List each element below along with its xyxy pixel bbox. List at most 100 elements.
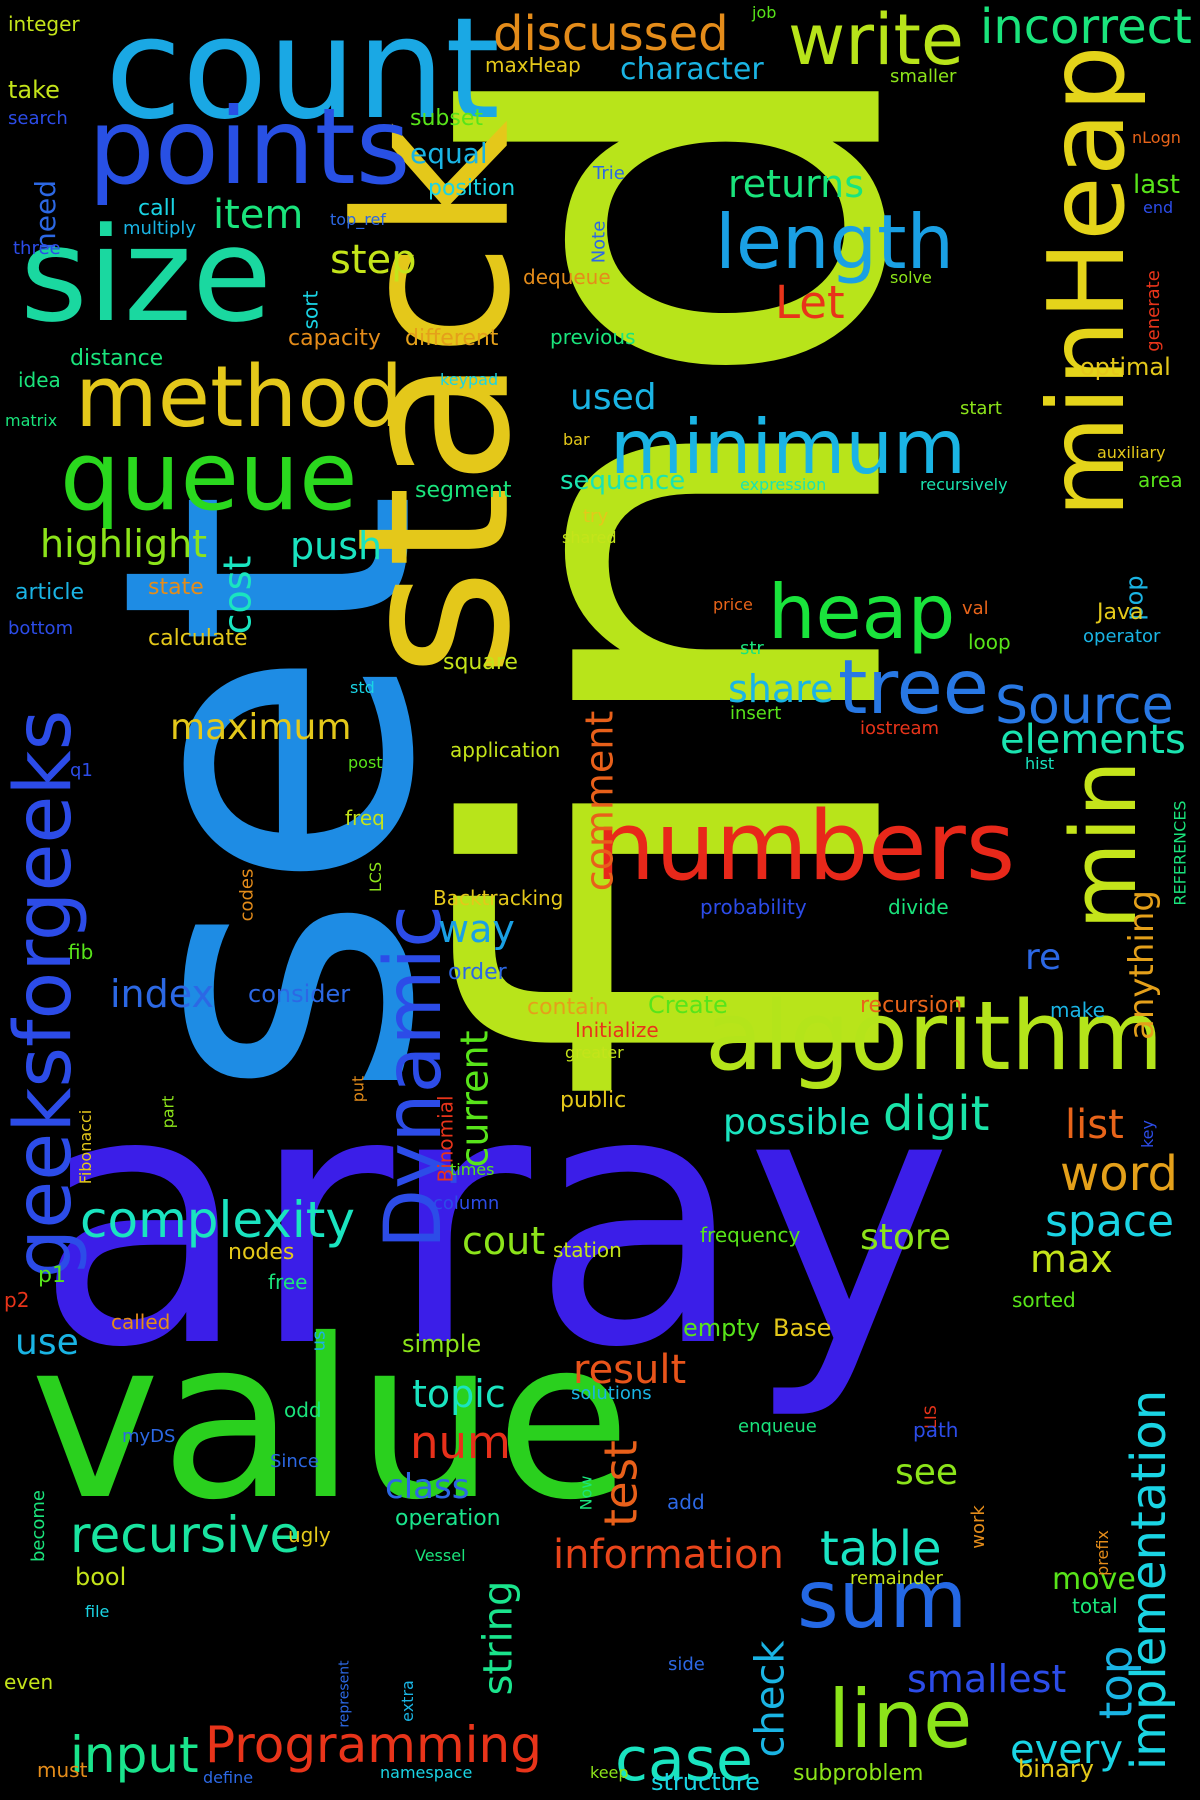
word-simple: simple bbox=[402, 1330, 482, 1358]
word-current: current bbox=[452, 1029, 497, 1168]
word-file: file bbox=[85, 1602, 110, 1621]
word-heap: heap bbox=[768, 568, 956, 656]
word-source: Source bbox=[995, 676, 1174, 736]
word-bar: bar bbox=[563, 430, 590, 449]
word-re: re bbox=[1025, 937, 1062, 978]
word-search: search bbox=[8, 108, 68, 129]
word-item: item bbox=[213, 192, 304, 238]
word-prefix: prefix bbox=[1092, 1530, 1112, 1576]
word-column: column bbox=[433, 1193, 500, 1214]
word-insert: insert bbox=[730, 703, 782, 724]
word-backtracking: Backtracking bbox=[433, 886, 564, 910]
word-empty: empty bbox=[683, 1314, 760, 1342]
word-us: us bbox=[307, 1330, 329, 1351]
word-minimum: minimum bbox=[610, 403, 966, 491]
word-put: put bbox=[347, 1075, 367, 1102]
word-table: table bbox=[820, 1521, 942, 1577]
word-cost: cost bbox=[214, 555, 259, 634]
word-keypad: keypad bbox=[440, 370, 499, 389]
word-std: std bbox=[350, 678, 375, 697]
word-method: method bbox=[75, 348, 404, 447]
word-topic: topic bbox=[412, 1372, 506, 1416]
word-line: line bbox=[828, 1673, 973, 1766]
word-multiply: multiply bbox=[123, 218, 197, 239]
word-subset: subset bbox=[410, 106, 483, 131]
word-digit: digit bbox=[883, 1086, 990, 1142]
word-auxiliary: auxiliary bbox=[1097, 443, 1166, 462]
word-namespace: namespace bbox=[380, 1763, 473, 1782]
word-vessel: Vessel bbox=[415, 1546, 466, 1565]
word-work: work bbox=[967, 1505, 989, 1549]
word-position: position bbox=[428, 176, 516, 201]
word-solve: solve bbox=[890, 268, 932, 287]
word-frequency: frequency bbox=[700, 1223, 801, 1247]
word-fib: fib bbox=[68, 940, 94, 964]
word-sorted: sorted bbox=[1012, 1288, 1076, 1312]
word-probability: probability bbox=[700, 895, 807, 919]
word-total: total bbox=[1072, 1594, 1118, 1618]
word-highlight: highlight bbox=[40, 522, 208, 566]
word-since: Since bbox=[270, 1451, 319, 1472]
word-input: input bbox=[70, 1726, 199, 1784]
word-loop: loop bbox=[968, 630, 1011, 654]
word-must: must bbox=[37, 1758, 88, 1782]
word-capacity: capacity bbox=[288, 326, 381, 351]
word-operation: operation bbox=[395, 1506, 501, 1531]
word-even: even bbox=[4, 1670, 54, 1694]
word-maximum: maximum bbox=[170, 707, 352, 748]
word-used: used bbox=[570, 377, 657, 418]
word-incorrect: incorrect bbox=[980, 0, 1192, 55]
word-q1: q1 bbox=[70, 760, 93, 781]
word-character: character bbox=[620, 52, 764, 87]
word-cout: cout bbox=[462, 1219, 546, 1263]
word-references: REFERENCES bbox=[1170, 799, 1190, 906]
word-extra: extra bbox=[397, 1680, 417, 1722]
word-result: result bbox=[573, 1347, 687, 1393]
word-nodes: nodes bbox=[228, 1240, 295, 1265]
word-returns: returns bbox=[728, 162, 864, 206]
word-ugly: ugly bbox=[288, 1523, 331, 1547]
word-operator: operator bbox=[1083, 626, 1161, 647]
word-recursively: recursively bbox=[920, 475, 1008, 494]
word-note: Note bbox=[587, 220, 609, 263]
word-enqueue: enqueue bbox=[738, 1416, 817, 1437]
word-max: max bbox=[1030, 1237, 1113, 1281]
word-contain: contain bbox=[527, 995, 609, 1020]
word-previous: previous bbox=[550, 325, 636, 349]
word-top: top bbox=[1088, 1645, 1142, 1719]
word-calculate: calculate bbox=[148, 626, 248, 651]
word-integer: integer bbox=[8, 12, 80, 36]
word-myds: myDS bbox=[122, 1426, 176, 1447]
word-nlogn: nLogn bbox=[1132, 128, 1181, 147]
word-array: array bbox=[35, 1016, 953, 1424]
word-order: order bbox=[448, 960, 507, 985]
word-step: step bbox=[330, 237, 417, 283]
word-path: path bbox=[913, 1418, 959, 1442]
word-area: area bbox=[1138, 468, 1183, 492]
word-initialize: Initialize bbox=[575, 1018, 659, 1042]
word-recursion: recursion bbox=[860, 993, 963, 1018]
word-smallest: smallest bbox=[907, 1657, 1067, 1701]
word-p2: p2 bbox=[4, 1288, 30, 1312]
word-subproblem: subproblem bbox=[793, 1761, 924, 1786]
word-let: Let bbox=[775, 276, 845, 329]
word-discussed: discussed bbox=[493, 6, 729, 62]
word-keep: keep bbox=[590, 1763, 629, 1782]
word-state: state bbox=[148, 575, 204, 600]
word-complexity: complexity bbox=[80, 1191, 355, 1249]
word-comment: comment bbox=[576, 710, 621, 891]
word-price: price bbox=[713, 595, 753, 614]
word-consider: consider bbox=[248, 980, 351, 1008]
word-smaller: smaller bbox=[890, 66, 957, 87]
word-size: size bbox=[20, 199, 273, 351]
word-push: push bbox=[290, 524, 383, 568]
word-count: count bbox=[105, 0, 500, 151]
word-article: article bbox=[15, 580, 85, 605]
word-anything: anything bbox=[1121, 890, 1162, 1040]
word-tree: tree bbox=[838, 643, 989, 731]
word-last: last bbox=[1133, 170, 1180, 200]
word-expression: expression bbox=[740, 475, 827, 494]
word-str: str bbox=[740, 638, 764, 659]
word-move: move bbox=[1052, 1562, 1136, 1597]
word-use: use bbox=[15, 1322, 79, 1363]
